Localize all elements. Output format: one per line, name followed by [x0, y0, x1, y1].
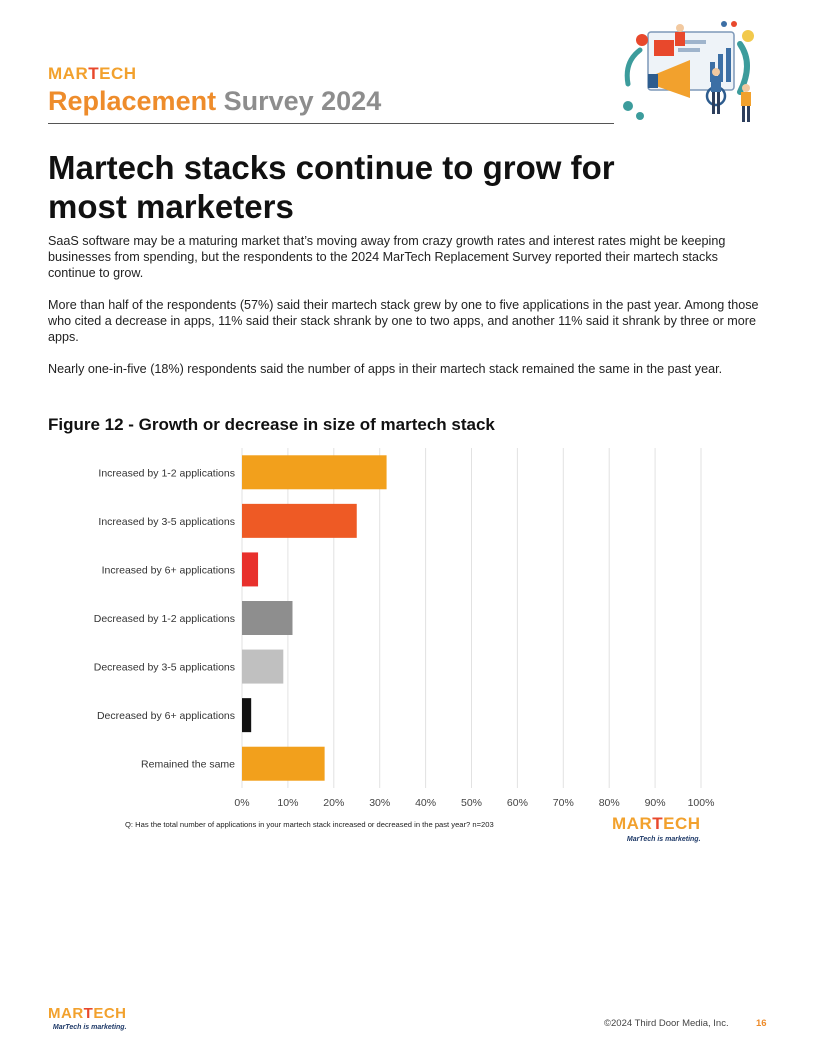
bar: [242, 552, 259, 587]
category-label: Decreased by 3-5 applications: [94, 662, 235, 674]
bar-chart: Increased by 1-2 applications Increased b…: [94, 448, 714, 809]
x-tick-label: 50%: [461, 797, 482, 809]
chart-tick-labels: 0% 10% 20% 30% 40% 50% 60% 70% 80% 90% 100%: [234, 797, 714, 809]
chart-logo-tagline: MarTech is marketing.: [626, 836, 701, 843]
x-tick-label: 10%: [277, 797, 298, 809]
bar: [242, 698, 252, 733]
bar: [242, 746, 325, 781]
bar: [242, 503, 357, 538]
footer-logo-t: T: [83, 1005, 94, 1022]
page-heading: Martech stacks continue to grow for most…: [48, 149, 615, 225]
bar: [242, 649, 284, 684]
x-tick-label: 20%: [323, 797, 344, 809]
martech-logo: MARTECH: [48, 64, 137, 84]
footer-logo-tagline: MarTech is marketing.: [52, 1024, 127, 1031]
chart-logo-ech: ECH: [663, 814, 701, 833]
report-title-part1: Replacement: [48, 86, 217, 116]
x-tick-label: 40%: [415, 797, 436, 809]
growth-paragraph: More than half of the respondents (57%) …: [48, 298, 759, 344]
footer-logo-ech: ECH: [93, 1005, 127, 1022]
x-tick-label: 30%: [369, 797, 390, 809]
category-label: Remained the same: [141, 759, 235, 771]
x-tick-label: 90%: [645, 797, 666, 809]
x-tick-label: 0%: [234, 797, 249, 809]
figure-title: Figure 12 - Growth or decrease in size o…: [48, 415, 495, 434]
chart-logo-mar: MAR: [612, 814, 653, 833]
report-title: Replacement Survey 2024: [48, 86, 381, 117]
x-tick-label: 60%: [507, 797, 528, 809]
chart-logo-t: T: [652, 814, 664, 833]
header-divider: [48, 123, 614, 124]
chart-martech-logo: MARTECH MarTech is marketing.: [612, 815, 701, 849]
logo-t: T: [88, 64, 100, 83]
footer-martech-logo: MARTECH MarTech is marketing.: [48, 1006, 127, 1036]
copyright: ©2024 Third Door Media, Inc.: [604, 1018, 729, 1029]
chart-gridlines: [241, 448, 702, 788]
bar: [242, 601, 293, 635]
category-label: Decreased by 6+ applications: [97, 710, 235, 722]
bar: [242, 455, 387, 490]
logo-mar: MAR: [48, 64, 89, 83]
category-label: Decreased by 1-2 applications: [94, 613, 235, 625]
page-number: 16: [756, 1018, 767, 1029]
category-label: Increased by 3-5 applications: [98, 516, 235, 528]
x-tick-label: 70%: [553, 797, 574, 809]
report-title-part2: Survey 2024: [223, 86, 382, 116]
marketing-team-illustration-icon: [623, 21, 754, 122]
category-label: Increased by 6+ applications: [102, 564, 235, 576]
logo-ech: ECH: [99, 64, 137, 83]
chart-footnote: Q: Has the total number of applications …: [125, 820, 494, 829]
intro-paragraph: SaaS software may be a maturing market t…: [48, 234, 726, 280]
same-paragraph: Nearly one-in-five (18%) respondents sai…: [48, 362, 723, 376]
chart-category-labels: Increased by 1-2 applications Increased b…: [94, 467, 235, 770]
chart-bars: [242, 455, 387, 781]
category-label: Increased by 1-2 applications: [98, 467, 235, 479]
x-tick-label: 80%: [599, 797, 620, 809]
x-tick-label: 100%: [688, 797, 715, 809]
footer-logo-mar: MAR: [48, 1005, 84, 1022]
